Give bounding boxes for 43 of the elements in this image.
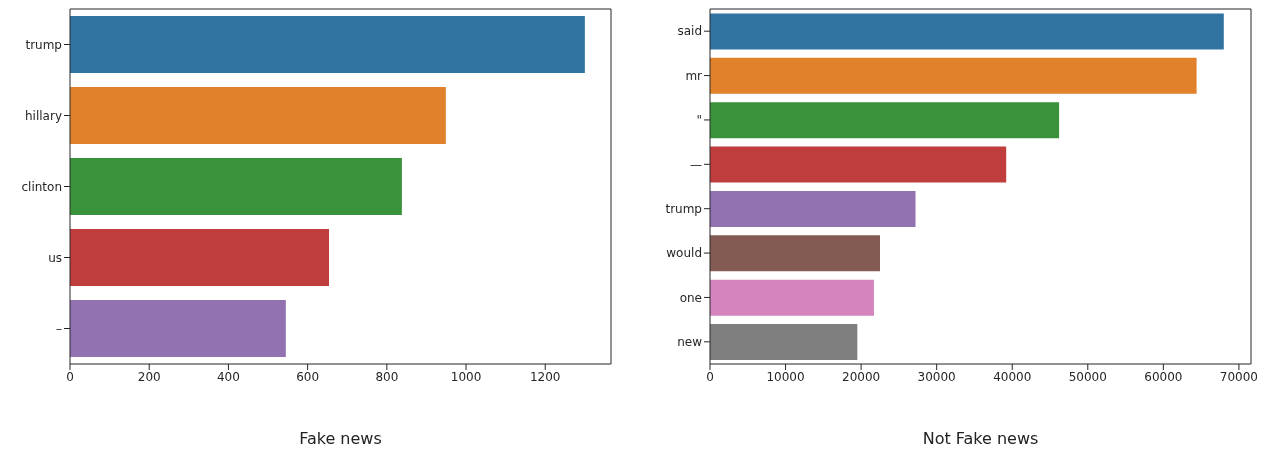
x-tick-label: 40000	[993, 369, 1032, 384]
bar	[710, 146, 1007, 183]
y-tick-label: trump	[665, 201, 702, 216]
y-tick-label: –	[56, 321, 62, 336]
x-tick-label: 70000	[1219, 369, 1258, 384]
x-tick-label: 600	[296, 369, 320, 384]
bar	[70, 229, 330, 287]
y-tick-label: new	[677, 335, 703, 350]
bar	[710, 57, 1197, 94]
bar	[710, 235, 881, 272]
x-axis-title: Fake news	[299, 429, 382, 448]
y-tick-label: said	[677, 24, 702, 39]
y-tick-label: —	[690, 157, 702, 172]
bar	[710, 190, 916, 227]
y-tick-label: mr	[685, 68, 703, 83]
x-tick-label: 30000	[917, 369, 956, 384]
bar	[70, 158, 402, 216]
bar	[70, 16, 585, 74]
x-tick-label: 50000	[1068, 369, 1107, 384]
x-tick-label: 20000	[842, 369, 881, 384]
x-tick-label: 10000	[766, 369, 805, 384]
bar	[710, 102, 1060, 139]
x-axis-title: Not Fake news	[922, 429, 1039, 448]
x-tick-label: 800	[375, 369, 399, 384]
x-tick-label: 1200	[529, 369, 561, 384]
bar	[710, 13, 1224, 50]
bar	[710, 324, 858, 361]
x-tick-label: 200	[137, 369, 161, 384]
y-tick-label: trump	[25, 37, 62, 52]
x-tick-label: 60000	[1144, 369, 1183, 384]
y-tick-label: one	[679, 290, 702, 305]
x-tick-label: 400	[216, 369, 240, 384]
bar	[70, 300, 286, 358]
x-tick-label: 0	[706, 369, 714, 384]
x-tick-label: 1000	[450, 369, 482, 384]
x-tick-label: 0	[66, 369, 74, 384]
y-tick-label: "	[696, 113, 702, 128]
y-tick-label: clinton	[21, 179, 62, 194]
y-tick-label: us	[48, 250, 62, 265]
bar	[70, 87, 446, 145]
y-tick-label: would	[666, 246, 702, 261]
bar	[710, 279, 874, 316]
y-tick-label: hillary	[25, 108, 62, 123]
